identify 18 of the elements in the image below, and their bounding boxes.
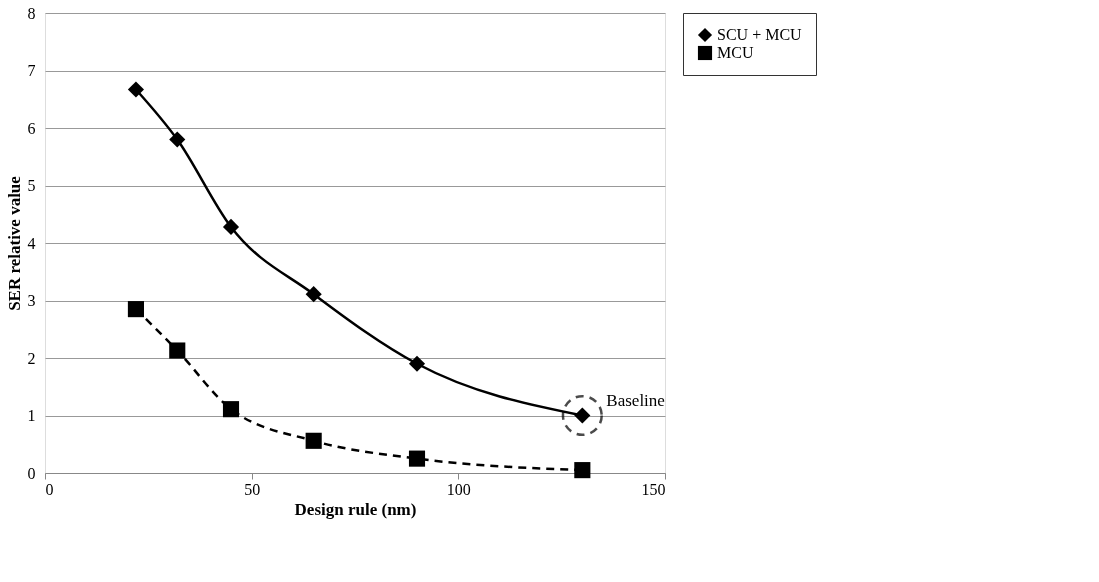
legend-label: MCU <box>717 44 754 61</box>
x-tick-label: 100 <box>446 480 471 498</box>
y-tick-label: 4 <box>27 234 36 252</box>
annotation: Baseline <box>606 390 665 410</box>
y-tick-label: 1 <box>27 407 36 424</box>
y-axis-title: SER relative value <box>4 175 24 311</box>
y-tick-label: 3 <box>27 292 36 309</box>
y-tick-label: 7 <box>27 62 36 79</box>
y-tick-label: 5 <box>27 177 36 194</box>
y-tick-label: 0 <box>27 464 36 482</box>
y-tick-label: 6 <box>27 119 36 137</box>
legend-label: SCU + MCU <box>717 26 803 43</box>
x-tick-label: 50 <box>244 480 261 498</box>
x-tick-label: 150 <box>641 480 666 498</box>
y-tick-label: 8 <box>27 4 36 22</box>
x-tick-label: 0 <box>45 480 54 498</box>
x-axis-title: Design rule (nm) <box>294 499 417 519</box>
y-tick-label: 2 <box>27 349 36 367</box>
